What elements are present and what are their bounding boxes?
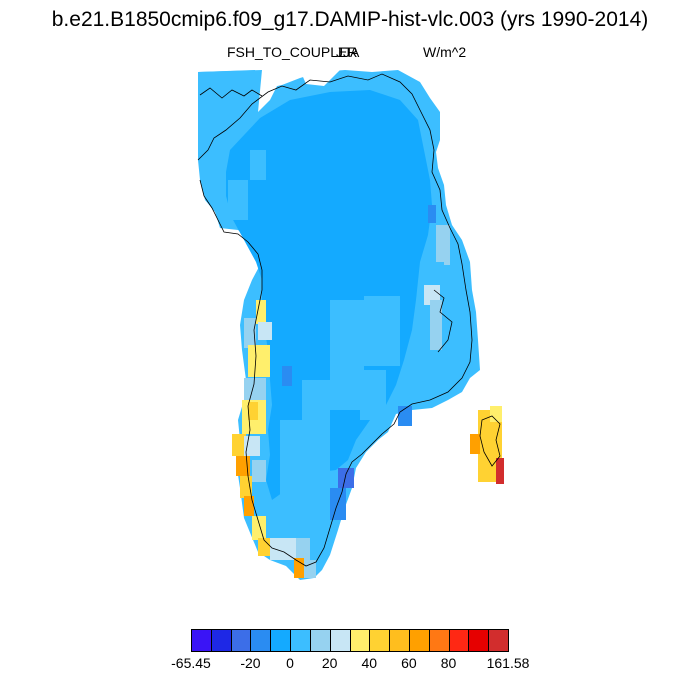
colorbar-swatch [191,629,212,652]
colorbar-swatch [448,629,470,652]
colorbar-swatch [210,629,232,652]
coastline [197,73,501,567]
field-east-island [470,406,504,484]
colorbar-swatch [329,629,351,652]
colorbar-swatch [250,629,272,652]
colorbar-label: 20 [321,655,338,671]
field-west-coast [232,300,412,578]
colorbar-swatch [290,629,311,652]
field-northwest [198,70,262,160]
colorbar-label: 161.58 [486,655,530,671]
colorbar-label: 80 [440,655,457,671]
field-streaks [228,150,400,510]
colorbar-swatch [369,629,391,652]
colorbar-swatch [230,629,252,652]
season-label: JJA [336,44,360,60]
units-label: W/m^2 [423,44,467,60]
colorbar-swatch [468,629,490,652]
colorbar-swatch [428,629,450,652]
colorbar-label: 0 [286,655,294,671]
colorbar-swatch [408,629,430,652]
colorbar-label: -20 [240,655,261,671]
field-gaps [258,70,340,112]
colorbar-swatch [389,629,410,652]
variable-label: FSH_TO_COUPLER [227,44,358,60]
colorbar-swatch [270,629,292,652]
colorbar-swatch [349,629,371,652]
figure-title: b.e21.B1850cmip6.f09_g17.DAMIP-hist-vlc.… [51,8,649,31]
colorbar-label: 60 [401,655,417,671]
field-east-coast [420,205,450,350]
colorbar-swatch [309,629,331,652]
colorbar-label: 40 [361,655,378,671]
colorbar-swatch [488,629,509,652]
colorbar-label: -65.45 [171,655,211,671]
